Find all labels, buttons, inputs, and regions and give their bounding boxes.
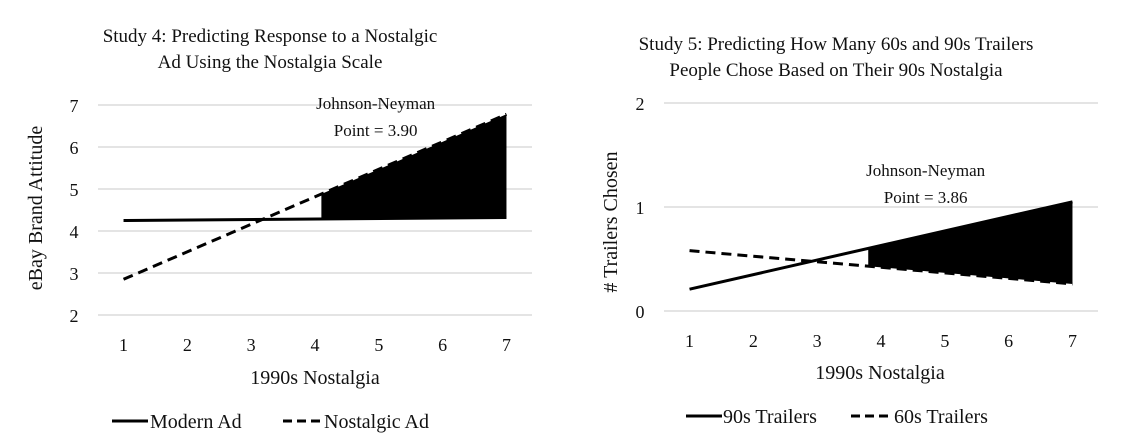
chart-1-annotation-line-1: Johnson-Neyman [316, 94, 435, 113]
chart-1-x-tick-5: 5 [374, 335, 383, 355]
chart-2-x-tick-1: 1 [685, 331, 694, 351]
chart-1-y-axis-label: eBay Brand Attitude [25, 126, 47, 291]
chart-1-x-tick-6: 6 [438, 335, 447, 355]
chart-1-x-tick-3: 3 [247, 335, 256, 355]
chart-1-annotation-line-2: Point = 3.90 [334, 121, 418, 140]
chart-1-series-lines [122, 112, 508, 281]
chart-1-y-tick-7: 7 [70, 96, 79, 116]
chart-2-series-line-90s-trailers [689, 200, 1073, 291]
chart-2-gridlines [664, 102, 1098, 312]
chart-2-x-tick-6: 6 [1004, 331, 1013, 351]
chart-1-y-tick-5: 5 [70, 180, 79, 200]
chart-2-y-axis-label: # Trailers Chosen [600, 151, 622, 292]
chart-2-y-tick-1: 1 [636, 198, 645, 218]
chart-2-y-tick-2: 2 [636, 94, 645, 114]
chart-2-title-line-1: Study 5: Predicting How Many 60s and 90s… [639, 34, 1034, 55]
legend-label-90s-trailers: 90s Trailers [723, 406, 817, 428]
chart-2-shaded-region [868, 201, 1073, 284]
legend-label-nostalgic-ad: Nostalgic Ad [324, 411, 429, 433]
chart-1-y-tick-labels: 2 3 4 5 6 7 [70, 96, 79, 326]
chart-2-x-tick-7: 7 [1068, 331, 1077, 351]
chart-2-series-lines [689, 200, 1073, 291]
chart-2-y-tick-0: 0 [636, 302, 645, 322]
chart-2-x-tick-4: 4 [877, 331, 886, 351]
chart-2-x-tick-3: 3 [813, 331, 822, 351]
chart-2-legend: 90s Trailers 60s Trailers [686, 406, 988, 428]
legend-label-60s-trailers: 60s Trailers [894, 406, 988, 428]
chart-1-title-line-1: Study 4: Predicting Response to a Nostal… [103, 26, 438, 47]
chart-2-x-tick-labels: 1 2 3 4 5 6 7 [685, 331, 1077, 351]
chart-1-series-line-modern-ad [123, 216, 507, 222]
chart-1-x-tick-2: 2 [183, 335, 192, 355]
chart-1-y-tick-4: 4 [70, 222, 79, 242]
chart-2-series-line-60s-trailers [689, 249, 1073, 286]
chart-1-shaded-region [321, 114, 507, 219]
chart-2-title-line-2: People Chose Based on Their 90s Nostalgi… [669, 60, 1003, 81]
chart-2-x-tick-2: 2 [749, 331, 758, 351]
chart-2-annotation-line-1: Johnson-Neyman [866, 161, 985, 180]
chart-study-4: Study 4: Predicting Response to a Nostal… [25, 26, 532, 433]
chart-1-y-tick-3: 3 [70, 264, 79, 284]
chart-1-x-axis-label: 1990s Nostalgia [250, 367, 380, 389]
legend-label-modern-ad: Modern Ad [150, 411, 242, 433]
chart-2-annotation-line-2: Point = 3.86 [884, 188, 968, 207]
chart-1-x-tick-7: 7 [502, 335, 511, 355]
chart-2-y-tick-labels: 0 1 2 [636, 94, 645, 322]
chart-1-x-tick-4: 4 [311, 335, 320, 355]
chart-1-y-tick-2: 2 [70, 306, 79, 326]
chart-1-x-tick-labels: 1 2 3 4 5 6 7 [119, 335, 511, 355]
chart-1-series-line-nostalgic-ad [122, 112, 508, 281]
chart-study-5: Study 5: Predicting How Many 60s and 90s… [600, 34, 1098, 428]
chart-2-johnson-neyman-region [868, 201, 1073, 284]
chart-2-x-tick-5: 5 [940, 331, 949, 351]
chart-1-gridlines [98, 104, 532, 316]
chart-1-title-line-2: Ad Using the Nostalgia Scale [158, 52, 383, 73]
chart-1-legend: Modern Ad Nostalgic Ad [112, 411, 429, 433]
chart-2-x-axis-label: 1990s Nostalgia [815, 362, 945, 384]
chart-1-johnson-neyman-region [321, 114, 507, 219]
chart-1-y-tick-6: 6 [70, 138, 79, 158]
chart-1-x-tick-1: 1 [119, 335, 128, 355]
